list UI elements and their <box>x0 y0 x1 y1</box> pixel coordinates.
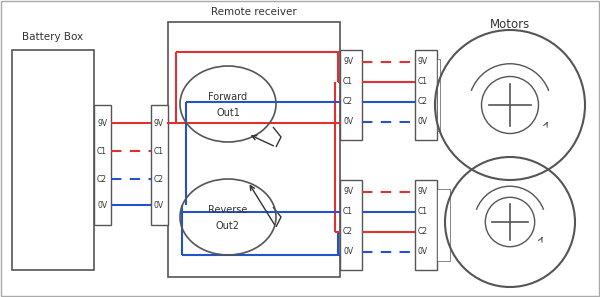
Text: 0V: 0V <box>97 200 107 209</box>
Text: C1: C1 <box>343 208 353 217</box>
Text: 0V: 0V <box>343 247 353 257</box>
Text: 9V: 9V <box>343 187 353 197</box>
Text: 9V: 9V <box>418 187 428 197</box>
Text: C2: C2 <box>418 228 428 236</box>
Text: 9V: 9V <box>343 58 353 67</box>
Text: C2: C2 <box>343 97 353 107</box>
Bar <box>94 105 111 225</box>
Bar <box>168 22 340 277</box>
Text: 0V: 0V <box>418 247 428 257</box>
Bar <box>437 189 450 261</box>
Text: C1: C1 <box>154 146 164 156</box>
Text: C1: C1 <box>418 78 428 86</box>
Text: C2: C2 <box>97 175 107 184</box>
Text: 9V: 9V <box>154 119 164 127</box>
Text: C1: C1 <box>418 208 428 217</box>
Text: C2: C2 <box>418 97 428 107</box>
Text: C2: C2 <box>154 175 164 184</box>
Text: 0V: 0V <box>418 118 428 127</box>
Text: C1: C1 <box>97 146 107 156</box>
Bar <box>12 50 94 270</box>
Text: Motors: Motors <box>490 18 530 31</box>
Text: C2: C2 <box>343 228 353 236</box>
Bar <box>151 105 168 225</box>
Text: Remote receiver: Remote receiver <box>211 7 297 17</box>
Text: C1: C1 <box>343 78 353 86</box>
Bar <box>437 59 440 131</box>
Text: 9V: 9V <box>97 119 107 127</box>
Text: 0V: 0V <box>343 118 353 127</box>
Bar <box>415 50 437 140</box>
Text: Battery Box: Battery Box <box>22 32 83 42</box>
Bar <box>340 50 362 140</box>
Text: 0V: 0V <box>154 200 164 209</box>
Bar <box>415 180 437 270</box>
Text: 9V: 9V <box>418 58 428 67</box>
Text: Forward: Forward <box>208 92 248 102</box>
Text: Out1: Out1 <box>216 108 240 118</box>
Text: Reverse: Reverse <box>208 205 248 215</box>
Text: Out2: Out2 <box>216 221 240 231</box>
Bar <box>340 180 362 270</box>
